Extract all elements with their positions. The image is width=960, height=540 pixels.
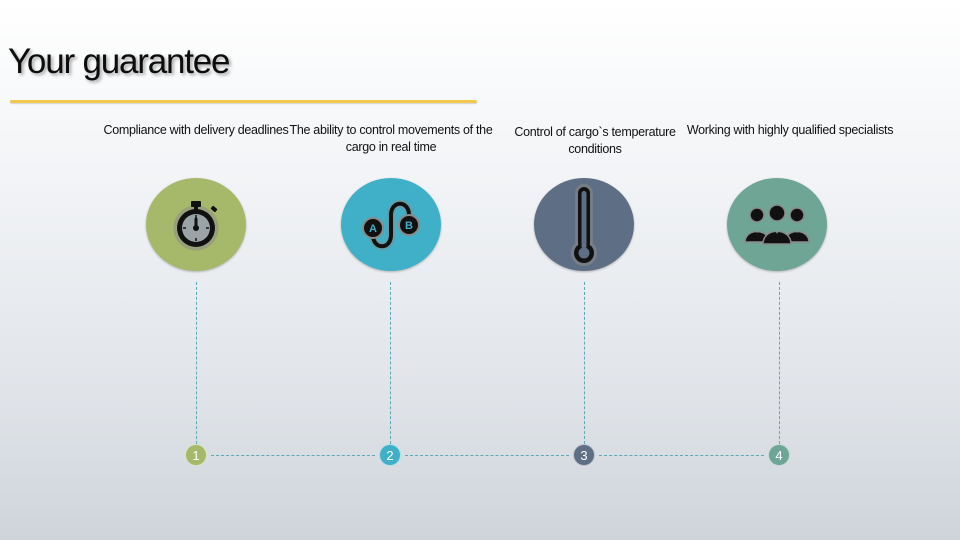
step-1-number: 1	[185, 444, 207, 466]
timeline-segment-1-2	[211, 455, 375, 456]
step-2-connector	[390, 282, 391, 444]
step-1-circle	[146, 178, 246, 271]
step-2-caption: The ability to control movements of the …	[289, 123, 493, 154]
step-2-circle: A B	[341, 178, 441, 271]
step-4-circle	[727, 178, 827, 271]
step-3-connector	[584, 282, 585, 444]
step-1-caption: Compliance with delivery deadlines	[103, 123, 289, 137]
step-3-caption: Control of cargo`s temperature condition…	[514, 125, 676, 156]
timeline-segment-2-3	[405, 455, 569, 456]
step-1-connector	[196, 282, 197, 444]
step-3-number: 3	[573, 444, 595, 466]
step-4-caption: Working with highly qualified specialist…	[686, 123, 894, 137]
route-label-b: B	[405, 220, 413, 232]
step-4-number: 4	[768, 444, 790, 466]
route-label-a: A	[369, 223, 377, 235]
timeline-segment-3-4	[599, 455, 764, 456]
stopwatch-icon	[173, 200, 219, 250]
step-2-number: 2	[379, 444, 401, 466]
step-4-connector	[779, 282, 780, 444]
route-a-to-b-icon: A B	[362, 199, 420, 250]
step-3-circle	[534, 178, 634, 271]
team-people-icon	[744, 203, 810, 245]
thermometer-icon	[571, 183, 597, 266]
title-underline	[10, 100, 477, 103]
page-title: Your guarantee	[8, 42, 230, 81]
